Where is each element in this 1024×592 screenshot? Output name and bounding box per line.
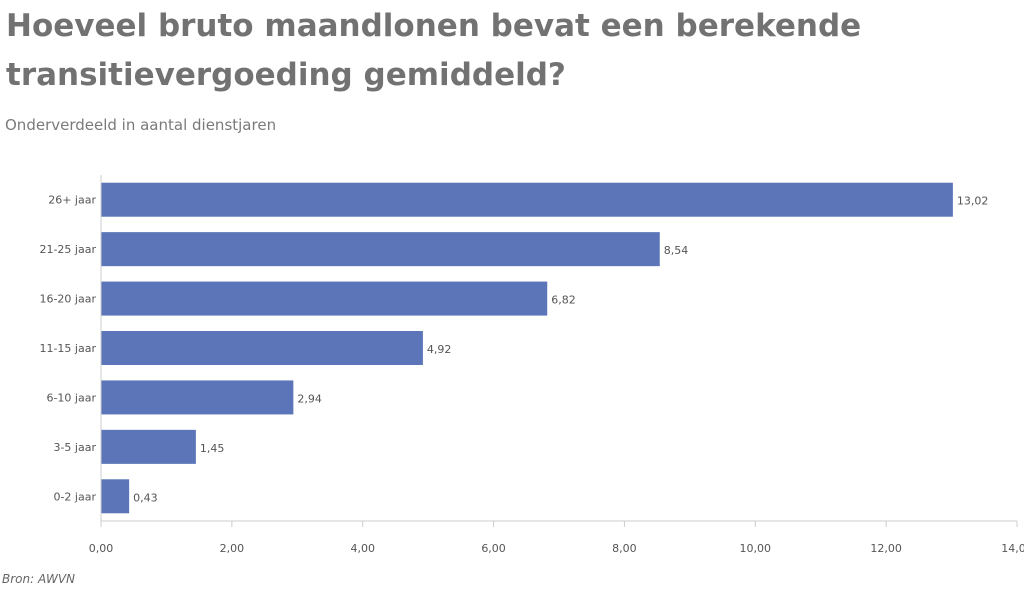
value-label: 2,94 (297, 392, 322, 405)
category-label: 11-15 jaar (39, 342, 96, 355)
bar (101, 182, 953, 217)
x-tick-label: 10,00 (740, 542, 772, 555)
category-label: 6-10 jaar (46, 391, 96, 404)
bar (101, 232, 660, 267)
value-label: 6,82 (551, 294, 576, 307)
x-tick-label: 0,00 (89, 542, 114, 555)
x-tick-label: 6,00 (481, 542, 506, 555)
bar (101, 479, 130, 514)
x-tick-label: 4,00 (350, 542, 375, 555)
value-label: 8,54 (664, 244, 689, 257)
x-tick-label: 8,00 (612, 542, 637, 555)
category-label: 21-25 jaar (39, 243, 96, 256)
value-label: 1,45 (200, 442, 225, 455)
category-label: 26+ jaar (48, 194, 96, 207)
bar (101, 331, 423, 365)
x-tick-label: 12,00 (870, 542, 902, 555)
chart-title: Hoeveel bruto maandlonen bevat een berek… (6, 8, 862, 93)
bar (101, 380, 294, 415)
x-tick-label: 2,00 (220, 542, 245, 555)
value-label: 13,02 (957, 195, 989, 208)
category-label: 16-20 jaar (39, 293, 96, 306)
source-note: Bron: AWVN (2, 572, 76, 586)
chart-subtitle: Onderverdeeld in aantal dienstjaren (5, 116, 277, 134)
value-label: 0,43 (133, 491, 158, 504)
bar (101, 281, 548, 316)
x-tick-label: 14,00 (1001, 542, 1024, 555)
category-label: 3-5 jaar (53, 441, 96, 454)
value-label: 4,92 (427, 343, 452, 356)
bar (101, 429, 196, 464)
category-label: 0-2 jaar (53, 490, 96, 503)
